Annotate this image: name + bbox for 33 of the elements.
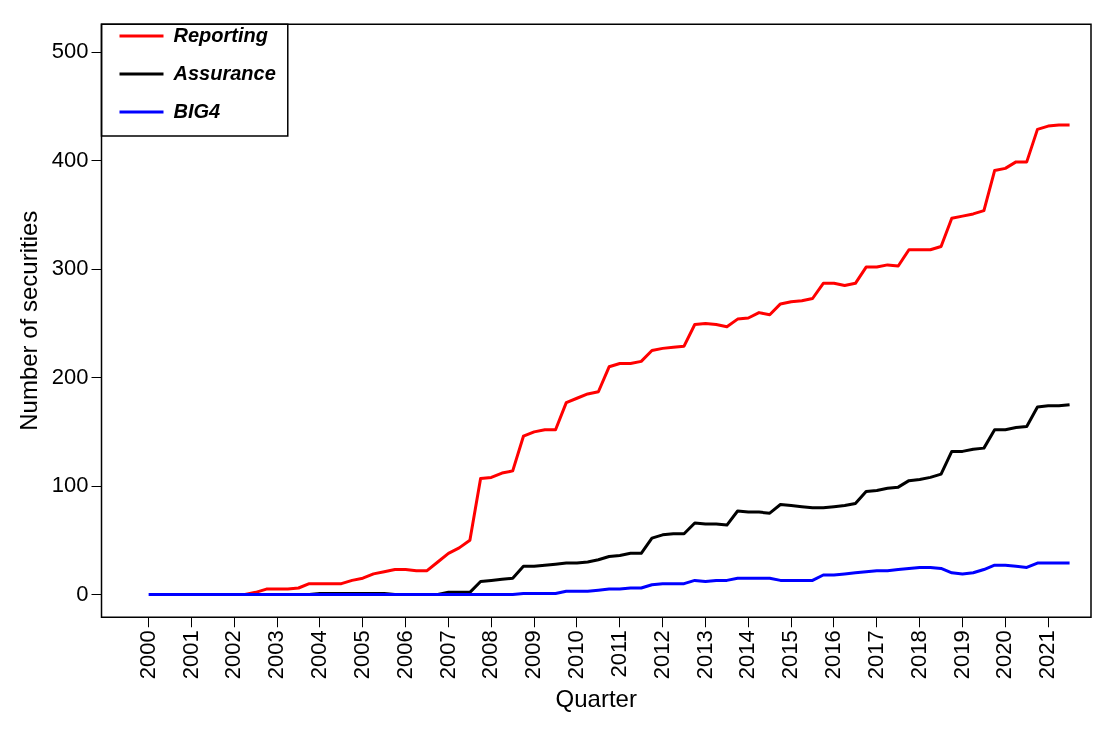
x-tick-label: 2000 [134,630,160,680]
x-tick-label: 2007 [434,630,460,680]
x-tick-label: 2017 [862,630,888,680]
y-tick-label: 100 [51,472,89,498]
x-tick-label: 2020 [991,630,1017,680]
x-tick-label: 2018 [905,630,931,680]
legend-label: Reporting [173,23,268,46]
y-axis-title: Number of securities [15,210,43,431]
x-tick-label: 2008 [477,630,503,680]
y-tick-label: 500 [51,38,89,64]
x-tick-label: 2001 [177,630,203,680]
x-tick-label: 2012 [648,630,674,680]
x-tick-label: 2006 [391,630,417,680]
legend-label: Assurance [172,61,276,84]
x-tick-label: 2005 [348,630,374,680]
x-tick-label: 2010 [563,630,589,680]
x-tick-label: 2003 [263,630,289,680]
x-tick-label: 2014 [734,630,760,680]
x-tick-label: 2015 [777,630,803,680]
x-tick-label: 2009 [520,630,546,680]
y-tick-label: 400 [51,146,89,172]
x-tick-label: 2021 [1034,630,1060,680]
y-tick-label: 300 [51,255,89,281]
x-tick-label: 2016 [820,630,846,680]
y-tick-label: 0 [76,580,89,606]
x-tick-label: 2002 [220,630,246,680]
x-tick-label: 2011 [605,630,631,678]
x-tick-label: 2013 [691,630,717,680]
x-tick-label: 2004 [306,630,332,680]
x-axis-title: Quarter [555,685,637,713]
legend-label: BIG4 [173,99,221,122]
x-tick-label: 2019 [948,630,974,680]
y-tick-label: 200 [51,363,89,389]
